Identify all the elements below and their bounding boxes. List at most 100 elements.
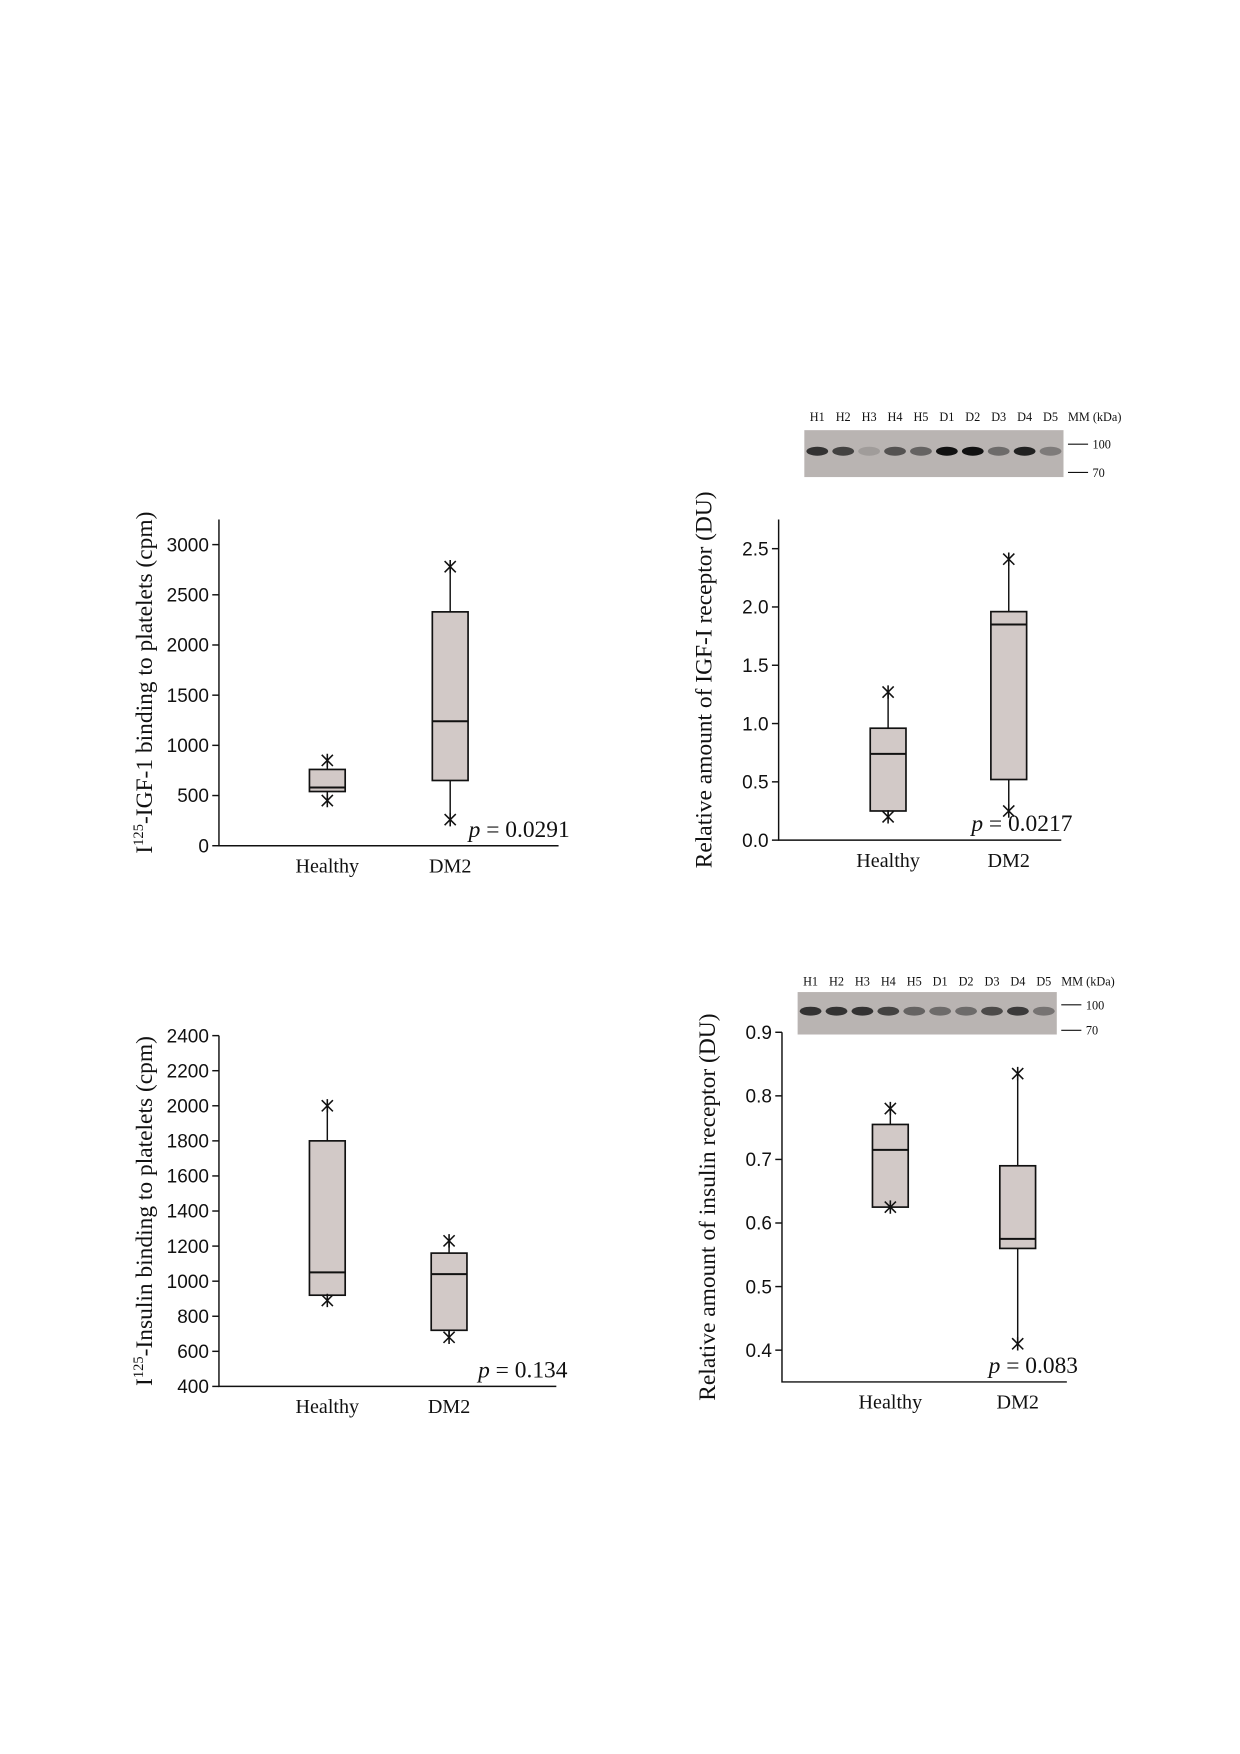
- x-tick-label: DM2: [996, 1392, 1038, 1414]
- y-tick-label: 2.5: [742, 539, 768, 560]
- x-tick-label: DM2: [988, 850, 1030, 872]
- extreme-marker: [884, 1200, 897, 1214]
- y-tick-label: 0.4: [746, 1341, 772, 1362]
- p-value: p = 0.083: [987, 1353, 1078, 1379]
- y-axis-label: Relative amount of IGF-I receptor (DU): [692, 491, 718, 868]
- y-tick-label: 2000: [167, 636, 209, 657]
- extreme-marker: [1002, 804, 1015, 818]
- y-tick-label: 500: [177, 786, 209, 807]
- lane-label: D5: [1036, 974, 1051, 988]
- y-axis-label-part: -IGF-1 binding to platelets (cpm): [132, 512, 158, 824]
- y-tick-label: 0.5: [742, 773, 768, 794]
- p-value: p = 0.0217: [969, 811, 1072, 837]
- lane-label: H2: [836, 410, 851, 424]
- y-tick-label: 1400: [167, 1202, 209, 1223]
- blot-band: [832, 446, 855, 456]
- lane-label: H5: [913, 410, 928, 424]
- blot-band: [987, 446, 1010, 456]
- blot-band: [903, 1006, 926, 1016]
- y-tick-label: 2400: [167, 1026, 209, 1047]
- lane-label: D1: [939, 410, 954, 424]
- p-symbol: p: [467, 817, 481, 843]
- p-value: p = 0.134: [476, 1357, 568, 1383]
- blot-band: [1007, 1006, 1029, 1016]
- box: [871, 1123, 910, 1208]
- extreme-marker: [442, 1234, 456, 1248]
- y-tick-label: 0.6: [746, 1214, 772, 1235]
- blot-band: [877, 1006, 900, 1016]
- p-text: = 0.083: [1006, 1353, 1078, 1379]
- y-tick-label: 0.5: [746, 1277, 772, 1298]
- y-tick-label: 1200: [167, 1237, 209, 1258]
- blot-band: [955, 1006, 977, 1016]
- p-text: = 0.134: [496, 1357, 568, 1383]
- extreme-marker: [321, 1293, 334, 1308]
- extreme-marker: [884, 1101, 897, 1116]
- axis: [218, 519, 559, 847]
- y-tick-label: 600: [177, 1342, 209, 1363]
- blot-band: [910, 446, 932, 456]
- y-axis-label: I125-Insulin binding to platelets (cpm): [131, 1036, 158, 1386]
- extreme-marker: [1011, 1337, 1024, 1351]
- blot-band: [1039, 446, 1062, 456]
- mm-label: MM (kDa): [1061, 974, 1114, 988]
- p-value: p = 0.0291: [467, 817, 570, 843]
- y-tick-label: 2000: [167, 1096, 209, 1117]
- lane-label: D3: [991, 410, 1006, 424]
- y-tick-label: 400: [177, 1377, 209, 1398]
- y-tick-label: 1600: [167, 1167, 209, 1188]
- box: [308, 1140, 347, 1297]
- lane-label: D1: [933, 974, 948, 988]
- lane-label: D5: [1043, 410, 1058, 424]
- y-tick-label: 2.0: [742, 598, 768, 619]
- x-tick-label: DM2: [428, 1396, 470, 1418]
- blot-band: [799, 1006, 822, 1016]
- extreme-marker: [881, 810, 895, 824]
- lane-label: H5: [907, 974, 922, 988]
- blot-band: [851, 1006, 874, 1016]
- y-tick-label: 1.5: [742, 656, 768, 677]
- blot-band: [981, 1006, 1003, 1016]
- y-tick-label: 1500: [167, 686, 209, 707]
- mm-marker-label: 70: [1086, 1024, 1098, 1038]
- y-axis-label: Relative amount of insulin receptor (DU): [695, 1013, 721, 1400]
- y-tick-label: 2200: [167, 1061, 209, 1082]
- y-tick-label: 3000: [167, 535, 209, 556]
- y-tick-label: 800: [177, 1307, 209, 1328]
- x-tick-label: DM2: [429, 856, 471, 878]
- x-tick-label: Healthy: [296, 1396, 360, 1418]
- blot-band: [825, 1006, 848, 1016]
- extreme-marker: [442, 1330, 456, 1344]
- lane-label: H1: [810, 410, 825, 424]
- box: [998, 1164, 1037, 1250]
- lane-label: H1: [803, 974, 818, 988]
- y-tick-label: 1.0: [742, 714, 768, 735]
- blot-band: [961, 446, 984, 456]
- box: [869, 727, 907, 812]
- extreme-marker: [444, 812, 457, 827]
- lane-label: D4: [1017, 410, 1032, 424]
- p-symbol: p: [969, 811, 983, 837]
- axis: [218, 1035, 557, 1388]
- box: [431, 611, 469, 782]
- extreme-marker: [881, 685, 895, 699]
- blot-band: [935, 446, 958, 456]
- y-axis-label-sup: 125: [131, 1356, 147, 1378]
- blot-band: [858, 446, 881, 456]
- lane-label: H4: [881, 974, 896, 988]
- y-axis-label-part: Relative amount of insulin receptor (DU): [695, 1013, 721, 1400]
- blot-band: [806, 446, 829, 456]
- box: [990, 610, 1028, 781]
- p-text: = 0.0291: [486, 817, 570, 843]
- blot-band: [1032, 1006, 1055, 1016]
- lane-label: D4: [1010, 974, 1025, 988]
- y-tick-label: 0.8: [746, 1087, 772, 1108]
- x-tick-label: Healthy: [859, 1392, 923, 1414]
- y-tick-label: 1000: [167, 736, 209, 757]
- y-tick-label: 1000: [167, 1272, 209, 1293]
- y-tick-label: 0.7: [746, 1150, 772, 1171]
- lane-label: D2: [959, 974, 974, 988]
- extreme-marker: [1002, 552, 1015, 566]
